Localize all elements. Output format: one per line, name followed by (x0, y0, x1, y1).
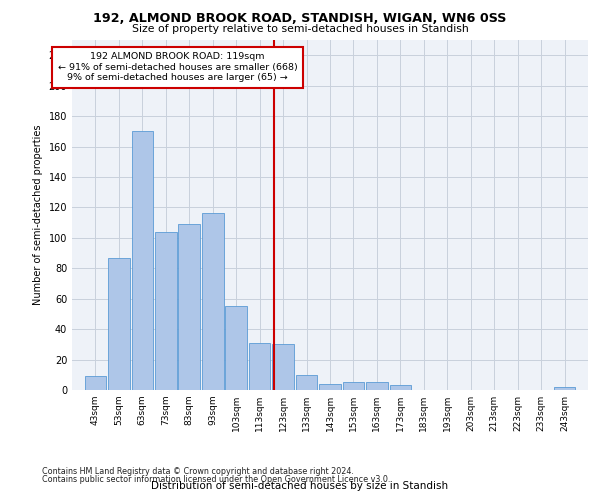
Y-axis label: Number of semi-detached properties: Number of semi-detached properties (33, 124, 43, 305)
Bar (249, 343, 271, 390)
Bar (319, 384, 341, 390)
Bar (202, 214, 224, 390)
Bar (178, 224, 200, 390)
Text: 192, ALMOND BROOK ROAD, STANDISH, WIGAN, WN6 0SS: 192, ALMOND BROOK ROAD, STANDISH, WIGAN,… (94, 12, 506, 26)
Bar (108, 258, 130, 390)
Bar (226, 306, 247, 390)
Text: Size of property relative to semi-detached houses in Standish: Size of property relative to semi-detach… (131, 24, 469, 34)
Text: Distribution of semi-detached houses by size in Standish: Distribution of semi-detached houses by … (151, 481, 449, 491)
Text: Contains HM Land Registry data © Crown copyright and database right 2024.: Contains HM Land Registry data © Crown c… (42, 467, 354, 476)
Text: 192 ALMOND BROOK ROAD: 119sqm
← 91% of semi-detached houses are smaller (668)
9%: 192 ALMOND BROOK ROAD: 119sqm ← 91% of s… (58, 52, 298, 82)
Bar (389, 386, 411, 390)
Bar (343, 382, 364, 390)
Bar (85, 376, 106, 390)
Bar (131, 132, 153, 390)
Bar (272, 344, 294, 390)
Bar (366, 382, 388, 390)
Bar (296, 375, 317, 390)
Bar (554, 387, 575, 390)
Bar (155, 232, 176, 390)
Text: Contains public sector information licensed under the Open Government Licence v3: Contains public sector information licen… (42, 475, 391, 484)
